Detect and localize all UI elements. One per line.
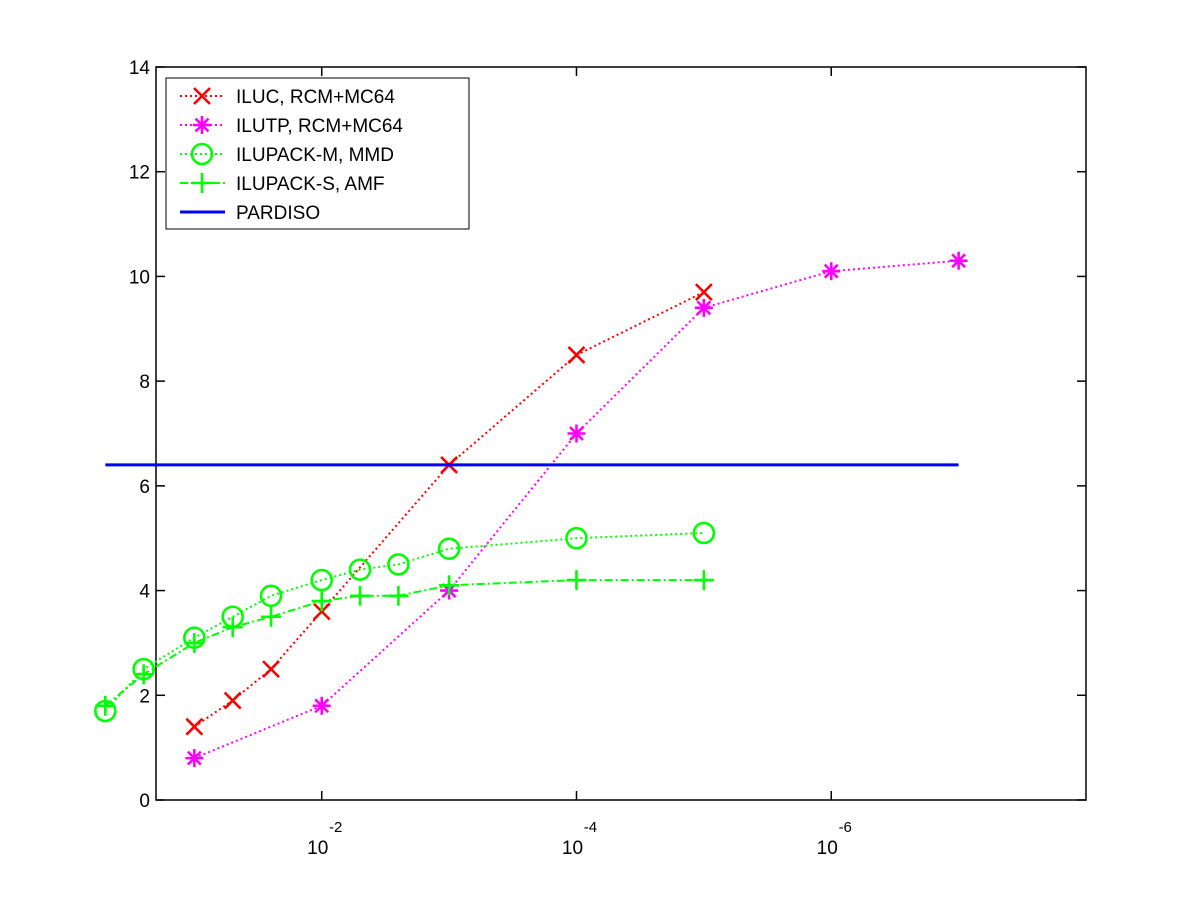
x-tick-label-base: 10	[817, 838, 838, 859]
x-tick-label-exponent: -6	[839, 819, 852, 836]
data-point	[348, 558, 372, 581]
x-tick-label-exponent: -4	[584, 819, 597, 836]
x-tick-label-base: 10	[307, 838, 328, 859]
legend-label: ILUPACK-M, MMD	[236, 145, 394, 166]
legend-label: ILUPACK-S, AMF	[236, 174, 385, 195]
data-point	[133, 664, 154, 685]
data-point	[184, 632, 205, 653]
data-point	[439, 575, 460, 596]
legend-marker	[192, 173, 212, 193]
legend-entry: ILUC, RCM+MC64	[180, 87, 395, 108]
y-tick-label: 6	[139, 477, 150, 498]
legend-marker	[190, 142, 214, 166]
data-point	[693, 570, 714, 591]
legend-label: ILUTP, RCM+MC64	[236, 116, 403, 137]
y-tick-label: 10	[129, 267, 150, 288]
legend-entry: ILUTP, RCM+MC64	[180, 116, 403, 137]
data-point	[388, 585, 409, 606]
y-tick-label: 12	[129, 163, 150, 184]
series-layer	[94, 251, 968, 768]
y-tick-label: 0	[139, 791, 150, 812]
data-point	[259, 584, 283, 608]
y-tick-label: 4	[139, 582, 150, 603]
data-point	[222, 617, 243, 638]
data-point	[185, 749, 204, 768]
series-4	[95, 570, 714, 716]
y-tick-label: 14	[129, 58, 151, 79]
data-point	[310, 568, 334, 592]
data-point	[350, 585, 371, 606]
data-point	[694, 298, 713, 317]
legend-label: ILUC, RCM+MC64	[236, 87, 395, 108]
data-point	[312, 602, 331, 621]
data-point	[262, 660, 280, 679]
legend-entry: ILUPACK-S, AMF	[180, 173, 385, 195]
legend: ILUC, RCM+MC64 ILUTP, RCM+MC64 ILUPACK-M, …	[165, 77, 470, 230]
legend-marker	[193, 87, 211, 105]
data-point	[261, 606, 282, 627]
data-point	[312, 696, 331, 715]
data-point	[95, 695, 116, 716]
data-point	[437, 537, 461, 560]
legend-label: PARDISO	[236, 203, 320, 224]
data-point	[311, 591, 332, 612]
data-point	[223, 691, 242, 710]
y-tick-label: 2	[139, 686, 150, 707]
data-point	[567, 346, 586, 364]
data-point	[185, 717, 204, 736]
x-tick-label-exponent: -2	[329, 819, 342, 836]
data-point	[567, 424, 586, 443]
data-point	[694, 283, 713, 302]
data-point	[566, 570, 587, 591]
series-line	[104, 532, 704, 712]
legend-marker	[193, 116, 211, 134]
x-tick-label-base: 10	[562, 838, 583, 859]
y-tick-label: 8	[139, 372, 150, 393]
data-point	[387, 553, 410, 576]
data-point	[822, 262, 841, 281]
data-point	[949, 251, 968, 270]
legend-entry: ILUPACK-M, MMD	[180, 142, 394, 166]
legend-entry: PARDISO	[180, 203, 320, 224]
data-point	[692, 521, 716, 545]
data-point	[565, 526, 588, 550]
